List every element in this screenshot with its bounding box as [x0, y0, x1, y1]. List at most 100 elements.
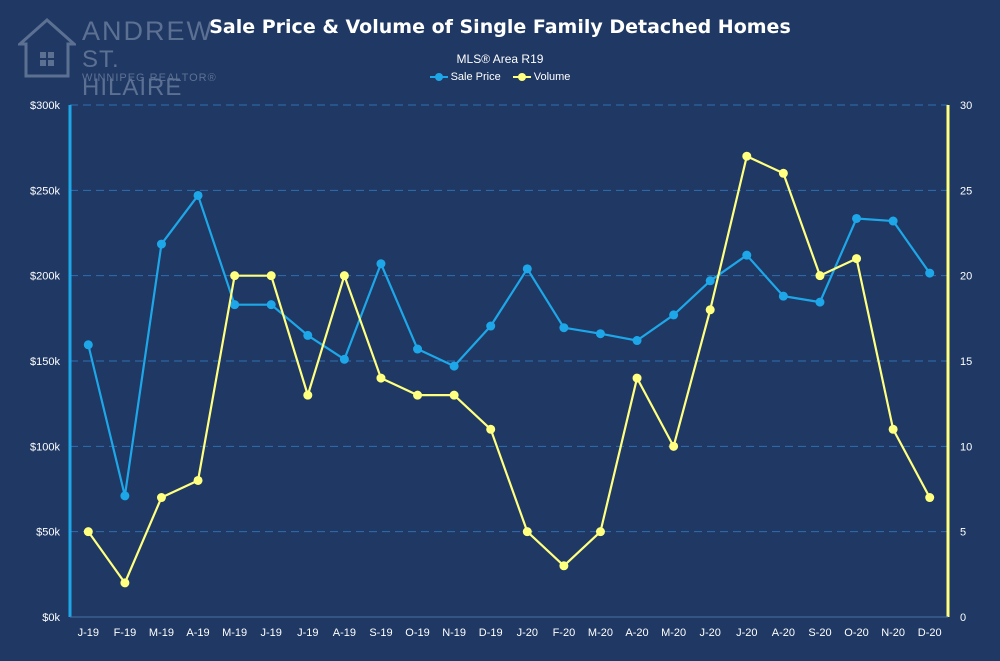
y-right-tick-label: 20	[960, 271, 972, 283]
data-point-sale-price	[449, 361, 459, 371]
data-point-volume	[230, 271, 240, 281]
data-point-sale-price	[522, 264, 532, 274]
data-point-volume	[632, 373, 642, 383]
data-point-sale-price	[632, 336, 642, 346]
data-point-volume	[742, 151, 752, 161]
data-point-sale-price	[376, 259, 386, 269]
y-left-tick-label: $150k	[30, 356, 60, 368]
data-point-sale-price	[230, 300, 240, 310]
data-point-sale-price	[413, 344, 423, 354]
legend-item-sale-price: Sale Price	[429, 71, 501, 83]
chart-legend: Sale Price Volume	[0, 71, 1000, 83]
x-tick-label: J-19	[261, 627, 282, 639]
logo-line-2: ST. HILAIRE	[82, 46, 183, 101]
x-tick-label: J-20	[736, 627, 757, 639]
data-point-volume	[486, 424, 496, 434]
data-point-volume	[376, 373, 386, 383]
data-point-volume	[449, 390, 459, 400]
x-tick-label: S-19	[369, 627, 392, 639]
y-left-tick-label: $50k	[36, 527, 60, 539]
data-point-volume	[852, 254, 862, 264]
x-tick-label: M-19	[222, 627, 247, 639]
x-tick-label: M-20	[588, 627, 613, 639]
x-tick-label: O-20	[844, 627, 868, 639]
data-point-volume	[705, 305, 715, 315]
x-tick-label: A-20	[772, 627, 795, 639]
x-tick-label: A-19	[333, 627, 356, 639]
data-point-sale-price	[303, 330, 313, 340]
data-point-sale-price	[705, 276, 715, 286]
y-right-tick-label: 25	[960, 185, 972, 197]
y-left-tick-label: $250k	[30, 185, 60, 197]
data-point-sale-price	[156, 239, 166, 249]
data-point-volume	[266, 271, 276, 281]
x-tick-label: J-20	[700, 627, 721, 639]
chart-title: Sale Price & Volume of Single Family Det…	[209, 16, 791, 38]
x-tick-label: D-20	[918, 627, 942, 639]
data-point-volume	[156, 493, 166, 503]
series-line-volume	[87, 155, 931, 584]
y-right-tick-label: 30	[960, 100, 972, 112]
data-point-volume	[303, 390, 313, 400]
legend-label-volume: Volume	[533, 71, 571, 83]
x-tick-label: F-19	[114, 627, 137, 639]
y-right-tick-label: 5	[960, 527, 966, 539]
y-right-tick-label: 0	[960, 612, 966, 624]
data-point-sale-price	[83, 340, 93, 350]
data-point-sale-price	[852, 213, 862, 223]
x-tick-label: J-20	[517, 627, 538, 639]
data-point-sale-price	[742, 250, 752, 260]
x-tick-label: A-20	[625, 627, 648, 639]
data-point-volume	[559, 561, 569, 571]
data-point-volume	[83, 527, 93, 537]
data-point-sale-price	[486, 321, 496, 331]
logo-line-1: ANDREW	[82, 16, 214, 46]
data-point-volume	[193, 475, 203, 485]
data-point-volume	[522, 527, 532, 537]
x-tick-label: A-19	[186, 627, 209, 639]
data-point-volume	[120, 578, 130, 588]
legend-swatch-sale-price	[429, 72, 448, 82]
data-point-volume	[925, 493, 935, 503]
house-icon	[18, 18, 76, 78]
x-tick-label: F-20	[553, 627, 576, 639]
y-left-tick-label: $0k	[42, 612, 60, 624]
data-point-volume	[888, 424, 898, 434]
legend-label-sale-price: Sale Price	[450, 71, 501, 83]
data-point-volume	[339, 271, 349, 281]
data-point-sale-price	[559, 323, 569, 333]
data-point-sale-price	[669, 310, 679, 320]
x-tick-label: J-19	[78, 627, 99, 639]
data-point-sale-price	[266, 300, 276, 310]
x-tick-label: N-19	[442, 627, 466, 639]
data-point-sale-price	[339, 354, 349, 364]
data-point-volume	[595, 527, 605, 537]
realtor-logo: ANDREW ST. HILAIRE WINNIPEG REALTOR®	[18, 14, 218, 101]
data-point-sale-price	[120, 491, 130, 501]
series-line-sale-price	[87, 194, 931, 497]
y-left-tick-label: $200k	[30, 271, 60, 283]
data-point-sale-price	[925, 268, 935, 278]
data-point-volume	[413, 390, 423, 400]
data-point-volume	[778, 168, 788, 178]
x-tick-label: J-19	[297, 627, 318, 639]
data-point-sale-price	[778, 291, 788, 301]
x-tick-label: S-20	[808, 627, 831, 639]
data-point-sale-price	[193, 190, 203, 200]
x-tick-label: O-19	[405, 627, 429, 639]
x-tick-label: M-20	[661, 627, 686, 639]
y-left-tick-label: $300k	[30, 100, 60, 112]
y-right-tick-label: 15	[960, 356, 972, 368]
legend-swatch-volume	[512, 72, 531, 82]
data-point-sale-price	[595, 329, 605, 339]
y-right-tick-label: 10	[960, 441, 972, 453]
data-point-sale-price	[815, 297, 825, 307]
legend-item-volume: Volume	[512, 71, 571, 83]
x-tick-label: D-19	[479, 627, 503, 639]
data-point-sale-price	[888, 216, 898, 226]
data-point-volume	[669, 441, 679, 451]
x-tick-label: M-19	[149, 627, 174, 639]
x-tick-label: N-20	[881, 627, 905, 639]
chart-subtitle: MLS® Area R19	[456, 52, 544, 66]
